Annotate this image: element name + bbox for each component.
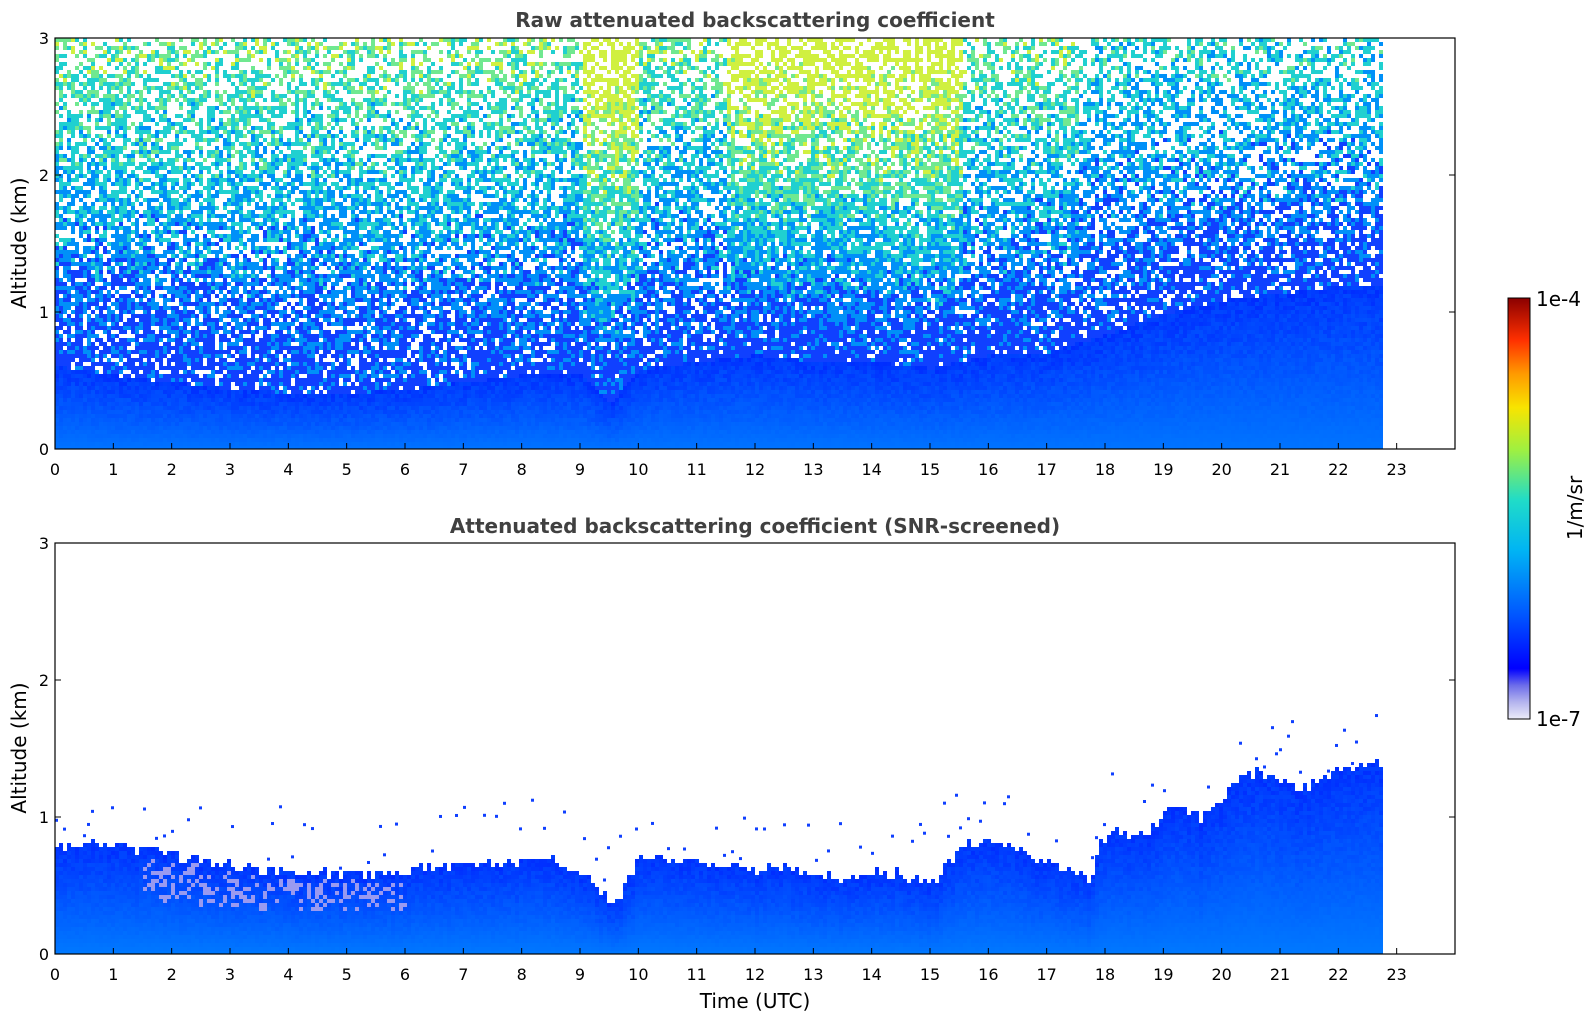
x-tick-label: 0 — [50, 460, 60, 479]
colorbar-bar — [1508, 298, 1530, 719]
colorbar-unit-label: 1/m/sr — [1563, 475, 1587, 540]
x-tick-label: 18 — [1095, 965, 1115, 984]
x-tick-label: 1 — [108, 965, 118, 984]
x-tick-label: 13 — [803, 965, 823, 984]
x-tick-label: 5 — [342, 965, 352, 984]
x-tick-label: 6 — [400, 460, 410, 479]
x-tick-label: 8 — [517, 965, 527, 984]
panel-raw-plot-area — [55, 38, 1383, 450]
x-tick-label: 7 — [458, 460, 468, 479]
x-tick-label: 15 — [920, 460, 940, 479]
x-tick-label: 12 — [745, 965, 765, 984]
x-tick-label: 21 — [1270, 460, 1290, 479]
y-tick-label: 0 — [39, 440, 49, 459]
x-tick-label: 4 — [283, 965, 293, 984]
x-tick-label: 14 — [861, 965, 881, 984]
y-tick-label: 3 — [39, 534, 49, 553]
panel-raw-title: Raw attenuated backscattering coefficien… — [515, 8, 995, 32]
y-tick-label: 2 — [39, 166, 49, 185]
x-tick-label: 13 — [803, 460, 823, 479]
x-tick-label: 20 — [1211, 965, 1231, 984]
x-tick-label: 23 — [1386, 460, 1406, 479]
colorbar-max-label: 1e-4 — [1536, 287, 1581, 311]
x-tick-label: 2 — [167, 965, 177, 984]
x-tick-label: 2 — [167, 460, 177, 479]
x-tick-label: 9 — [575, 965, 585, 984]
x-tick-label: 19 — [1153, 460, 1173, 479]
x-tick-label: 17 — [1036, 965, 1056, 984]
x-tick-label: 4 — [283, 460, 293, 479]
x-tick-label: 11 — [686, 460, 706, 479]
x-tick-label: 23 — [1386, 965, 1406, 984]
x-tick-label: 16 — [978, 460, 998, 479]
panel-raw: Raw attenuated backscattering coefficien… — [7, 8, 1455, 479]
x-tick-label: 16 — [978, 965, 998, 984]
panel-screened-xlabel: Time (UTC) — [699, 989, 811, 1013]
colorbar: 1e-4 1e-7 1/m/sr — [1508, 287, 1587, 731]
y-tick-label: 2 — [39, 671, 49, 690]
x-tick-label: 11 — [686, 965, 706, 984]
y-tick-label: 1 — [39, 808, 49, 827]
x-tick-label: 18 — [1095, 460, 1115, 479]
x-tick-label: 22 — [1328, 460, 1348, 479]
panel-screened: Attenuated backscattering coefficient (S… — [7, 514, 1455, 1013]
panel-screened-title: Attenuated backscattering coefficient (S… — [450, 514, 1060, 538]
panel-screened-ylabel: Altitude (km) — [7, 682, 31, 813]
x-tick-label: 20 — [1211, 460, 1231, 479]
x-tick-label: 19 — [1153, 965, 1173, 984]
x-tick-label: 8 — [517, 460, 527, 479]
x-tick-label: 3 — [225, 965, 235, 984]
y-tick-label: 1 — [39, 303, 49, 322]
x-tick-label: 12 — [745, 460, 765, 479]
x-tick-label: 7 — [458, 965, 468, 984]
x-tick-label: 6 — [400, 965, 410, 984]
x-tick-label: 17 — [1036, 460, 1056, 479]
x-tick-label: 14 — [861, 460, 881, 479]
colorbar-min-label: 1e-7 — [1536, 707, 1581, 731]
y-tick-label: 0 — [39, 945, 49, 964]
x-tick-label: 3 — [225, 460, 235, 479]
x-tick-label: 22 — [1328, 965, 1348, 984]
x-tick-label: 15 — [920, 965, 940, 984]
x-tick-label: 10 — [628, 965, 648, 984]
x-tick-label: 21 — [1270, 965, 1290, 984]
x-tick-label: 10 — [628, 460, 648, 479]
y-tick-label: 3 — [39, 29, 49, 48]
x-tick-label: 5 — [342, 460, 352, 479]
panel-raw-ylabel: Altitude (km) — [7, 177, 31, 308]
x-tick-label: 0 — [50, 965, 60, 984]
x-tick-label: 1 — [108, 460, 118, 479]
panel-screened-plot-area — [55, 714, 1383, 955]
x-tick-label: 9 — [575, 460, 585, 479]
